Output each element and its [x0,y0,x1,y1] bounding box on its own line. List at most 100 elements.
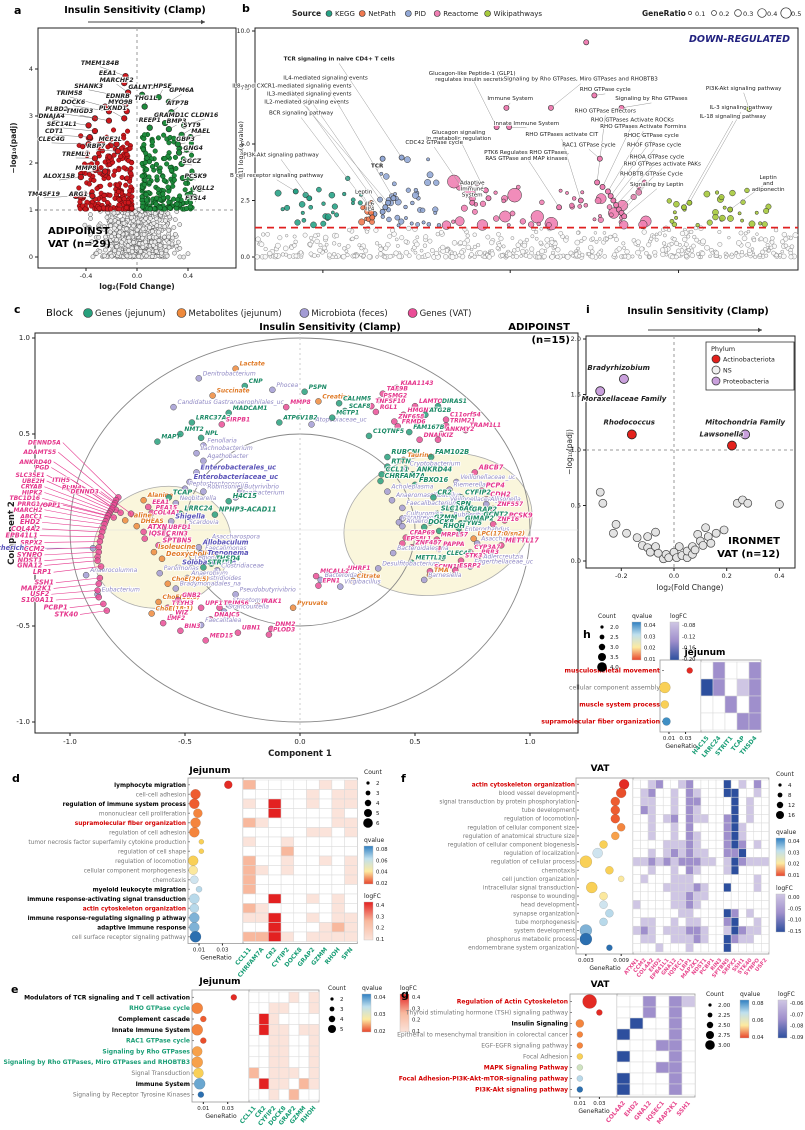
heat-cell [738,788,747,798]
c-label: MADCAM1 [233,405,268,412]
generatio-dot [576,1064,584,1071]
heat-cell [746,900,755,910]
ratio-tick: 0.01 [574,1101,586,1107]
generatio-dot [187,855,199,866]
y-tick: 0.5 [19,430,30,438]
heat-cell [255,865,269,876]
ns-point [622,528,631,538]
heat-cell [344,855,358,866]
ns-point [510,236,515,240]
heat-cell [723,831,732,841]
heat-cell [693,814,702,824]
down-point [124,140,130,146]
gene-point [165,126,172,133]
heat-cell [344,874,358,885]
logFC-legend-bar [363,901,374,941]
ns-point [88,212,93,217]
ns-point [114,237,119,243]
ns-point [590,249,595,254]
y-tick: 2.0 [571,335,581,343]
gene-label: CDT1 [45,128,63,135]
pathway-point [592,217,597,222]
heat-cell [685,908,694,918]
ns-point [689,252,695,259]
count-legend-dot [599,634,605,640]
heat-cell [258,1024,270,1036]
ns-point [96,225,101,231]
heat-cell [632,925,641,936]
heat-cell [748,678,762,697]
title-arrow-head [758,327,762,333]
heat-cell [640,814,649,824]
heat-cell [662,900,672,910]
ns-point [587,244,594,251]
pathway-point [599,184,606,190]
count-legend-label: 3.00 [718,1043,731,1049]
heat-cell [655,995,670,1008]
heat-cell [278,1024,290,1036]
count-legend-dot [329,1006,335,1012]
ns-point [109,243,114,249]
heat-cell [715,934,724,944]
up-point [170,183,176,189]
ns-point [312,233,318,239]
row-label: chemotaxis [541,868,575,874]
count-legend-dot [364,809,372,817]
c-label: METTL17 [505,536,539,544]
pathway-point [712,213,719,221]
generatio-dot [579,932,593,946]
ns-point [608,234,613,240]
x-tick: -1.0 [63,738,77,746]
heat-cell [730,831,739,841]
ns-point [344,249,349,254]
source-legend-dot [433,10,441,17]
gene-point [85,122,92,129]
heat-cell [298,1013,310,1025]
y-tick: 2 [29,159,33,167]
ns-point [662,241,667,246]
heat-cell [318,808,333,819]
heat-cell [268,874,282,885]
c-point [434,436,442,444]
gene-point [77,174,84,181]
heat-cell [708,857,717,867]
heat-cell [736,695,750,714]
count-legend-label: 4 [376,801,380,807]
heat-cell [255,874,269,885]
pathway-point [598,214,602,218]
gene-point [141,103,148,110]
heat-cell [723,779,732,789]
heat-cell [668,1072,683,1085]
ns-point [149,254,155,259]
heat-cell [662,839,672,850]
heat-cell [678,891,687,901]
heat-cell [258,1078,270,1090]
ns-point [332,241,337,246]
heat-cell [632,822,641,832]
up-point [171,173,177,179]
heat-cell [280,922,295,933]
c-label: NPL [205,430,218,437]
ns-point [292,234,297,239]
ns-point [630,254,635,259]
heat-cell [306,922,320,933]
heat-cell [616,1017,631,1030]
ns-point [383,245,389,251]
c-label: PGD [35,465,49,472]
gene-label: ARG1 [68,191,88,198]
ns-point [783,236,789,242]
heat-cell [647,874,656,884]
taxon-point [619,374,629,384]
pathway-point [583,203,589,208]
ns-point [747,248,752,254]
gene-label: TM4SF19 [28,191,61,198]
up-point [157,205,163,211]
heat-cell [761,917,770,927]
pathway-point [447,174,461,189]
heat-cell [753,865,762,875]
heat-cell [280,912,295,923]
pathway-label: adiponectin [752,187,785,193]
c-point [218,421,226,428]
c-point [420,576,428,584]
heat-cell [708,865,717,875]
